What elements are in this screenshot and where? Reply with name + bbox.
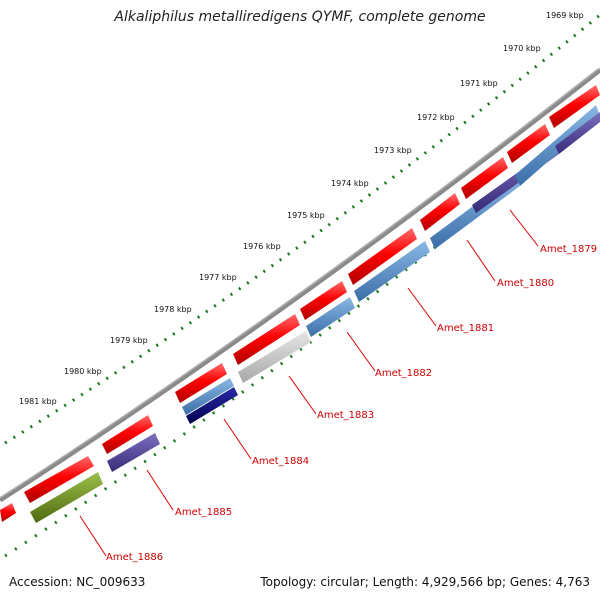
kbp-label: 1972 kbp xyxy=(417,113,455,122)
gene-reverse-edge-2 xyxy=(555,112,600,154)
kbp-label: 1973 kbp xyxy=(374,146,412,155)
kbp-label: 1978 kbp xyxy=(154,305,192,314)
kbp-label: 1980 kbp xyxy=(64,367,102,376)
forward-gene xyxy=(549,85,600,128)
forward-gene xyxy=(24,456,94,503)
forward-gene xyxy=(0,503,16,522)
forward-genes xyxy=(0,85,600,522)
gene-label-amet-1885: Amet_1885 xyxy=(175,507,232,518)
kbp-label: 1975 kbp xyxy=(287,211,325,220)
kbp-label: 1971 kbp xyxy=(460,79,498,88)
reverse-genes xyxy=(30,105,600,523)
kbp-tick-ring xyxy=(4,13,600,445)
kbp-label: 1979 kbp xyxy=(110,336,148,345)
forward-gene xyxy=(175,363,227,403)
gene-amet-1881 xyxy=(354,241,430,302)
forward-gene xyxy=(348,228,417,285)
gene-label-amet-1880: Amet_1880 xyxy=(497,278,554,289)
kbp-label: 1977 kbp xyxy=(199,273,237,282)
gene-labels: Amet_1879 Amet_1880 Amet_1881 Amet_1882 … xyxy=(106,244,597,563)
kbp-label: 1969 kbp xyxy=(546,11,584,20)
genome-backbone-highlight xyxy=(0,67,600,499)
genome-summary-text: Topology: circular; Length: 4,929,566 bp… xyxy=(260,575,590,589)
gene-amet-1884-b xyxy=(186,387,238,424)
gene-label-amet-1882: Amet_1882 xyxy=(375,368,432,379)
map-title: Alkaliphilus metalliredigens QYMF, compl… xyxy=(114,9,486,25)
kbp-labels: 1969 kbp 1970 kbp 1971 kbp 1972 kbp 1973… xyxy=(19,11,584,406)
kbp-label: 1974 kbp xyxy=(331,179,369,188)
forward-gene xyxy=(300,281,347,320)
gene-label-amet-1886: Amet_1886 xyxy=(106,552,163,563)
forward-gene xyxy=(420,193,460,231)
accession-text: Accession: NC_009633 xyxy=(9,575,146,589)
gene-label-amet-1884: Amet_1884 xyxy=(252,456,309,467)
kbp-label: 1976 kbp xyxy=(243,242,281,251)
forward-gene xyxy=(461,157,508,199)
gene-amet-1886 xyxy=(30,472,103,523)
forward-gene xyxy=(102,415,153,454)
genome-backbone xyxy=(0,68,600,503)
gene-label-amet-1883: Amet_1883 xyxy=(317,410,374,421)
forward-gene xyxy=(233,314,300,365)
forward-gene xyxy=(507,124,550,163)
gene-amet-1882 xyxy=(306,297,355,337)
kbp-label: 1981 kbp xyxy=(19,397,57,406)
gene-label-lines xyxy=(79,209,539,557)
gene-label-amet-1879: Amet_1879 xyxy=(540,244,597,255)
kbp-label: 1970 kbp xyxy=(503,44,541,53)
gene-amet-1884-a xyxy=(182,378,234,415)
gene-amet-1883 xyxy=(238,331,311,383)
gene-amet-1885 xyxy=(107,433,160,472)
gene-label-amet-1881: Amet_1881 xyxy=(437,323,494,334)
